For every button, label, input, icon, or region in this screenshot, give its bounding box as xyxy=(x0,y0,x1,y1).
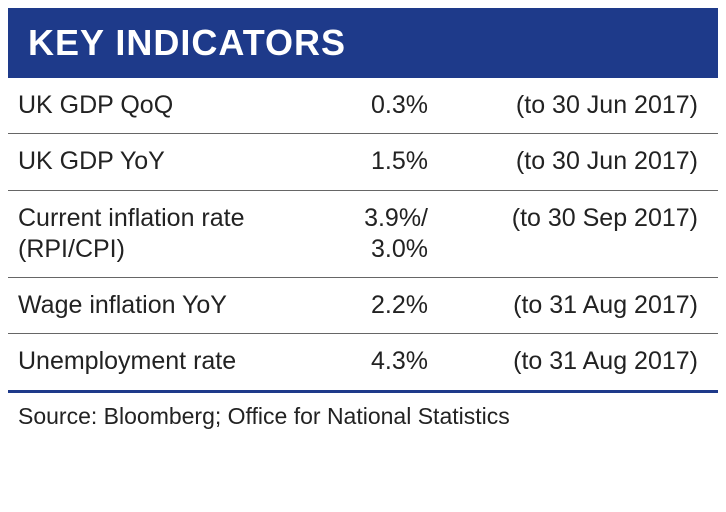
indicator-value: 4.3% xyxy=(298,346,428,377)
indicator-value: 3.9%/ 3.0% xyxy=(298,203,428,266)
panel-header: KEY INDICATORS xyxy=(8,8,718,78)
indicator-value: 2.2% xyxy=(298,290,428,321)
table-row: UK GDP QoQ 0.3% (to 30 Jun 2017) xyxy=(8,78,718,134)
table-row: Wage inflation YoY 2.2% (to 31 Aug 2017) xyxy=(8,278,718,334)
indicator-value: 0.3% xyxy=(298,90,428,121)
indicator-date: (to 30 Jun 2017) xyxy=(428,90,698,121)
indicators-table: UK GDP QoQ 0.3% (to 30 Jun 2017) UK GDP … xyxy=(8,78,718,393)
indicator-label: UK GDP YoY xyxy=(18,146,298,177)
indicator-label: Unemployment rate xyxy=(18,346,298,377)
indicator-label: UK GDP QoQ xyxy=(18,90,298,121)
indicator-label: Wage inflation YoY xyxy=(18,290,298,321)
key-indicators-panel: KEY INDICATORS UK GDP QoQ 0.3% (to 30 Ju… xyxy=(8,8,718,440)
table-row: Unemployment rate 4.3% (to 31 Aug 2017) xyxy=(8,334,718,392)
indicator-value: 1.5% xyxy=(298,146,428,177)
indicator-label: Current inflation rate (RPI/CPI) xyxy=(18,203,298,266)
table-row: Current inflation rate (RPI/CPI) 3.9%/ 3… xyxy=(8,191,718,279)
indicator-date: (to 30 Sep 2017) xyxy=(428,203,698,234)
table-row: UK GDP YoY 1.5% (to 30 Jun 2017) xyxy=(8,134,718,190)
source-text: Source: Bloomberg; Office for National S… xyxy=(18,403,510,429)
indicator-date: (to 30 Jun 2017) xyxy=(428,146,698,177)
source-note: Source: Bloomberg; Office for National S… xyxy=(8,393,718,440)
panel-title: KEY INDICATORS xyxy=(28,22,346,63)
indicator-date: (to 31 Aug 2017) xyxy=(428,346,698,377)
indicator-date: (to 31 Aug 2017) xyxy=(428,290,698,321)
